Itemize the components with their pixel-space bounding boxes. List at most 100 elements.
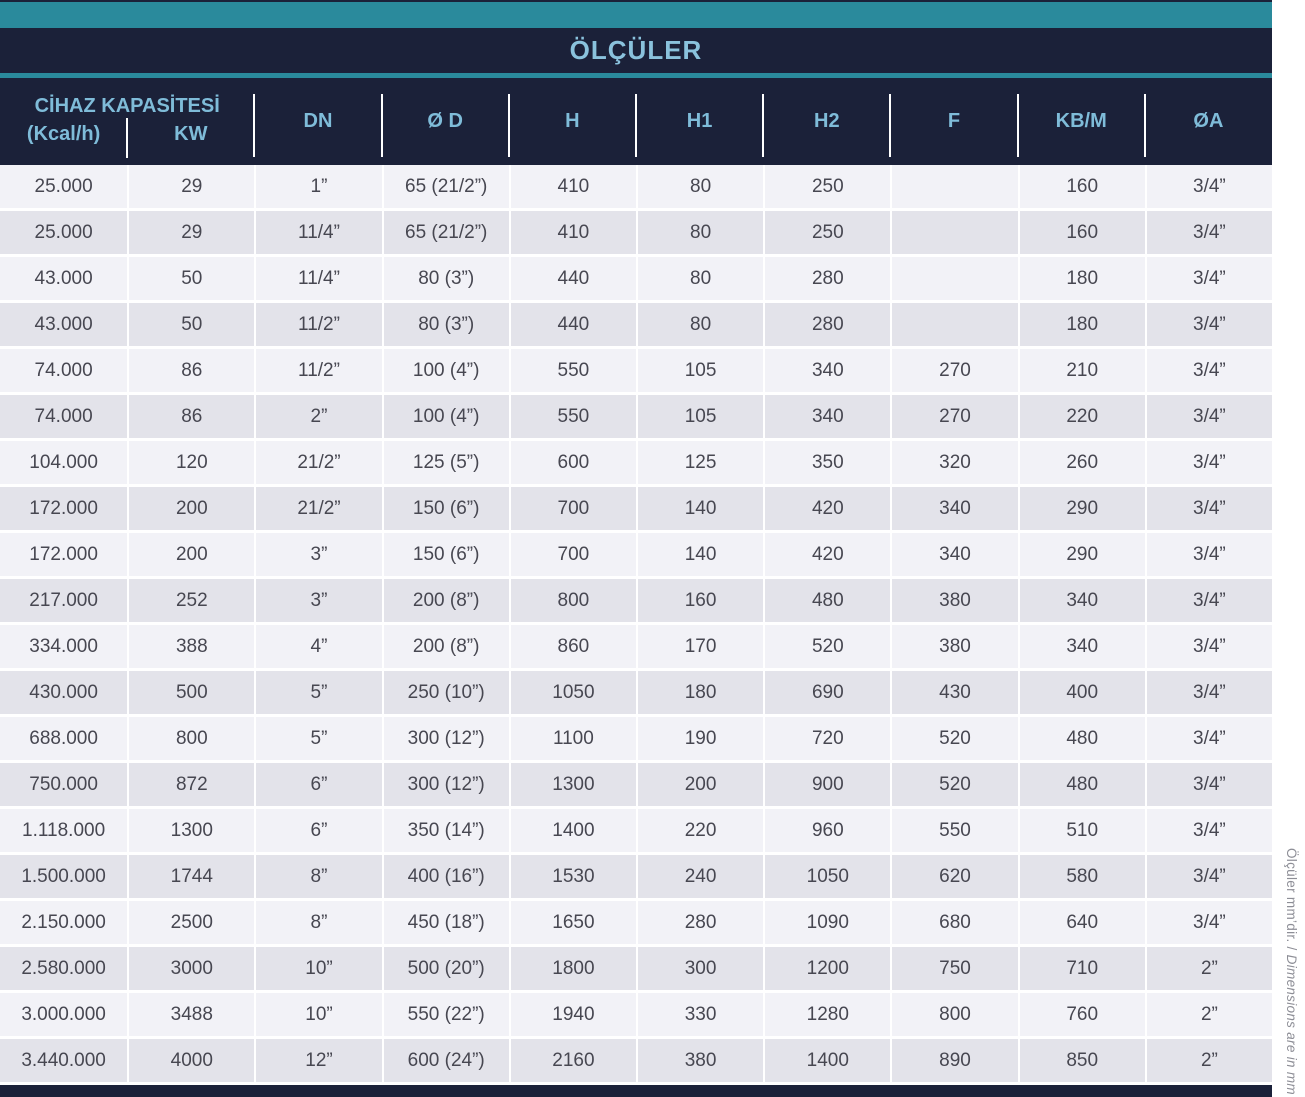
cell-h1: 80 (635, 211, 763, 254)
cell-h: 1400 (508, 809, 636, 852)
cell-oa: 3/4” (1144, 855, 1272, 898)
cell-kw: 200 (127, 533, 254, 576)
cell-dn: 8” (254, 901, 381, 944)
table-row: 1.500.000 1744 8” 400 (16”) 1530 240 1050 620 58… (0, 855, 1272, 901)
table-row: 430.000 500 5” 250 (10”) 1050 180 690 430 400 3/4… (0, 671, 1272, 717)
cell-h2: 900 (763, 763, 890, 806)
cell-h1: 140 (635, 487, 763, 530)
cell-h2: 340 (763, 395, 890, 438)
table-row: 688.000 800 5” 300 (12”) 1100 190 720 520 480 3/4… (0, 717, 1272, 763)
table-row: 2.150.000 2500 8” 450 (18”) 1650 280 1090 680 64… (0, 901, 1272, 947)
cell-oa: 2” (1144, 993, 1272, 1036)
cell-h1: 80 (635, 303, 763, 346)
cell-f: 620 (890, 855, 1017, 898)
cell-h1: 190 (635, 717, 763, 760)
cell-h: 1650 (508, 901, 636, 944)
cell-h: 1300 (508, 763, 636, 806)
cell-h1: 80 (635, 165, 763, 208)
cell-h: 2160 (508, 1039, 636, 1082)
cell-kcal: 217.000 (29, 589, 98, 611)
cell-dn: 1” (254, 165, 381, 208)
cell-h1: 140 (635, 533, 763, 576)
cell-od: 550 (22”) (381, 993, 509, 1036)
header-h: H (507, 78, 636, 165)
cell-f: 340 (890, 533, 1017, 576)
cell-oa: 3/4” (1144, 349, 1272, 392)
cell-dn: 10” (254, 947, 381, 990)
cell-kw: 800 (127, 717, 254, 760)
table-row: 43.000 50 11/4” 80 (3”) 440 80 280 180 3/4” (0, 257, 1272, 303)
cell-h: 860 (508, 625, 636, 668)
cell-h: 410 (508, 165, 636, 208)
cell-f: 380 (890, 625, 1017, 668)
cell-kw: 1300 (127, 809, 254, 852)
top-accent-bar (0, 0, 1272, 28)
cell-h2: 420 (763, 487, 890, 530)
cell-h2: 250 (763, 211, 890, 254)
cell-oa: 3/4” (1144, 625, 1272, 668)
cell-dn: 11/2” (254, 303, 381, 346)
cell-kw: 86 (127, 349, 254, 392)
cell-oa: 3/4” (1144, 901, 1272, 944)
cell-oa: 3/4” (1144, 165, 1272, 208)
header-capacity-group: CİHAZ KAPASİTESİ (Kcal/h) KW (0, 78, 254, 165)
cell-h: 550 (508, 395, 636, 438)
cell-f: 680 (890, 901, 1017, 944)
cell-kbm: 480 (1017, 763, 1145, 806)
cell-h: 1800 (508, 947, 636, 990)
cell-oa: 3/4” (1144, 533, 1272, 576)
table-row: 74.000 86 11/2” 100 (4”) 550 105 340 270 210 3/4” (0, 349, 1272, 395)
cell-h1: 200 (635, 763, 763, 806)
cell-h2: 1090 (763, 901, 890, 944)
table-row: 74.000 86 2” 100 (4”) 550 105 340 270 220 3/4” (0, 395, 1272, 441)
cell-dn: 21/2” (254, 487, 381, 530)
cell-f: 800 (890, 993, 1017, 1036)
cell-h1: 300 (635, 947, 763, 990)
header-h2: H2 (762, 78, 890, 165)
cell-f: 550 (890, 809, 1017, 852)
title-bar: ÖLÇÜLER (0, 28, 1272, 73)
cell-kw: 500 (127, 671, 254, 714)
cell-od: 450 (18”) (381, 901, 509, 944)
cell-h2: 720 (763, 717, 890, 760)
table-row: 104.000 120 21/2” 125 (5”) 600 125 350 320 260 3/… (0, 441, 1272, 487)
cell-kcal: 1.500.000 (21, 865, 106, 887)
cell-oa: 3/4” (1144, 257, 1272, 300)
cell-oa: 2” (1144, 947, 1272, 990)
cell-kcal: 2.580.000 (21, 957, 106, 979)
cell-oa: 3/4” (1144, 441, 1272, 484)
cell-kbm: 400 (1017, 671, 1145, 714)
cell-f: 320 (890, 441, 1017, 484)
cell-kw: 200 (127, 487, 254, 530)
cell-oa: 3/4” (1144, 671, 1272, 714)
cell-od: 65 (21/2”) (381, 165, 509, 208)
cell-f: 270 (890, 349, 1017, 392)
table-row: 2.580.000 3000 10” 500 (20”) 1800 300 1200 750 7… (0, 947, 1272, 993)
cell-kcal: 1.118.000 (22, 819, 106, 841)
cell-oa: 3/4” (1144, 717, 1272, 760)
cell-dn: 5” (254, 671, 381, 714)
cell-kbm: 290 (1017, 487, 1145, 530)
table-row: 172.000 200 21/2” 150 (6”) 700 140 420 340 290 3/… (0, 487, 1272, 533)
cell-dn: 21/2” (254, 441, 381, 484)
cell-h: 700 (508, 487, 636, 530)
cell-kbm: 850 (1017, 1039, 1145, 1082)
cell-h1: 170 (635, 625, 763, 668)
cell-od: 600 (24”) (381, 1039, 509, 1082)
table-row: 334.000 388 4” 200 (8”) 860 170 520 380 340 3/4” (0, 625, 1272, 671)
cell-kbm: 480 (1017, 717, 1145, 760)
cell-od: 250 (10”) (381, 671, 509, 714)
cell-od: 500 (20”) (381, 947, 509, 990)
cell-h2: 960 (763, 809, 890, 852)
cell-kw: 388 (127, 625, 254, 668)
cell-oa: 2” (1144, 1039, 1272, 1082)
cell-h2: 280 (763, 257, 890, 300)
cell-h: 700 (508, 533, 636, 576)
cell-kbm: 340 (1017, 579, 1145, 622)
cell-h2: 340 (763, 349, 890, 392)
cell-h1: 380 (635, 1039, 763, 1082)
cell-h1: 180 (635, 671, 763, 714)
cell-kw: 29 (127, 165, 254, 208)
cell-h2: 520 (763, 625, 890, 668)
cell-od: 150 (6”) (381, 487, 509, 530)
